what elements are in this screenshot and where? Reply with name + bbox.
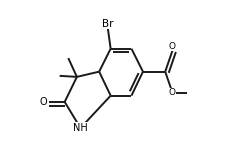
Text: O: O bbox=[169, 88, 176, 97]
Text: O: O bbox=[40, 97, 47, 107]
Text: NH: NH bbox=[73, 123, 88, 133]
Text: O: O bbox=[169, 42, 176, 51]
Text: Br: Br bbox=[102, 19, 113, 29]
